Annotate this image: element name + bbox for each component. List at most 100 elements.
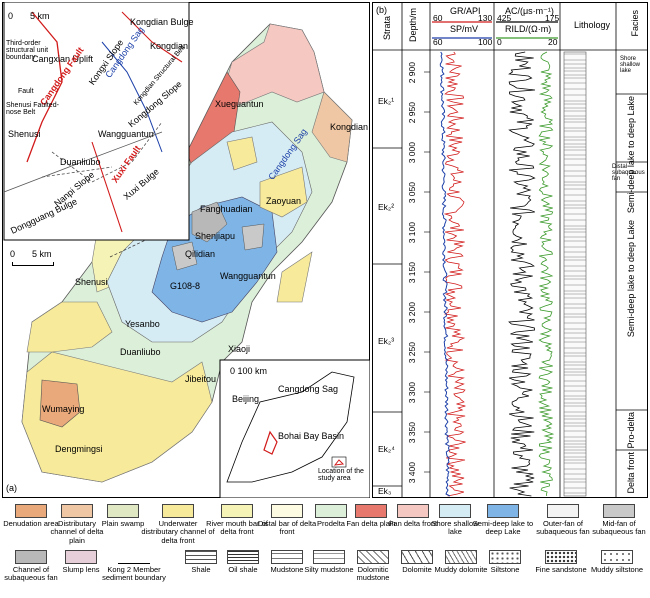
place-label: Wumaying — [42, 404, 85, 414]
legend-muddy-siltstone: Muddy siltstone — [586, 550, 648, 574]
legend-label: Muddy siltstone — [590, 565, 644, 574]
legend-label: Shore shallow lake — [431, 519, 479, 537]
place-label: Kongdian — [330, 122, 369, 132]
legend-distributary-channel: Distributary channel of delta plain — [46, 504, 108, 545]
legend-label: Mid-fan of subaqueous fan — [592, 519, 646, 537]
depth-tick: 3 000 — [407, 142, 417, 164]
legend-shore-shallow-lake: Shore shallow lake — [424, 504, 486, 537]
sp-min: 60 — [433, 37, 443, 47]
depth-tick: 3 250 — [407, 342, 417, 364]
legend-label: Siltstone — [490, 565, 520, 574]
legend-label: Dolomitic mudstone — [356, 565, 390, 583]
legend-shale: Shale — [170, 550, 232, 574]
legend-label: Mudstone — [270, 565, 304, 574]
place-label: Jibeitou — [185, 374, 217, 384]
facies-label: Semi-deep lake to deep Lake — [626, 96, 636, 214]
rild-header: RILD/(Ω·m) — [505, 24, 552, 34]
legend-kong2-boundary: Kong 2 Member sediment boundary — [98, 550, 170, 583]
legend-denudation-area: Denudation area — [0, 504, 62, 528]
gr-header: GR/API — [450, 6, 481, 16]
panel-b-frame — [372, 2, 648, 498]
strata-label: Ek₂¹ — [378, 96, 395, 106]
depth-tick: 3 100 — [407, 222, 417, 244]
legend-swatch — [271, 550, 303, 564]
depth-tick: 3 150 — [407, 262, 417, 284]
legend-label: Kong 2 Member sediment boundary — [102, 565, 166, 583]
depth-tick: 3 050 — [407, 182, 417, 204]
legend: Denudation area Distributary channel of … — [0, 500, 650, 598]
legend-swatch — [315, 504, 347, 518]
legend-label: Underwater distributary channel of delta… — [141, 519, 215, 545]
strata-label: Ek₂² — [378, 202, 395, 212]
place-label: Shenusi — [75, 277, 108, 287]
place-label: Zaoyuan — [266, 196, 302, 206]
legend-label: Denudation area — [3, 519, 59, 528]
legend-river-mouth-bar: River mouth bar of delta front — [206, 504, 268, 537]
legend-slump-lens: Slump lens — [50, 550, 112, 574]
legend-swatch — [15, 504, 47, 518]
paleogeography-map — [3, 2, 370, 498]
locator-legend: Location of the study area — [318, 468, 364, 482]
map-scale: 5 km — [32, 249, 52, 259]
legend-mudstone: Mudstone — [256, 550, 318, 574]
unit-label: Duanliubo — [60, 157, 101, 167]
legend-mid-fan: Mid-fan of subaqueous fan — [588, 504, 650, 537]
map-scale-zero: 0 — [10, 249, 16, 259]
depth-tick: 2 900 — [407, 62, 417, 84]
legend-plain-swamp: Plain swamp — [92, 504, 154, 528]
legend-swatch — [227, 550, 259, 564]
strata-label: Ek₂⁴ — [378, 444, 395, 454]
legend-swatch — [65, 550, 97, 564]
legend-swatch — [445, 550, 477, 564]
legend-swatch — [271, 504, 303, 518]
gr-max: 130 — [478, 13, 493, 23]
ac-header: AC/(μs·m⁻¹) — [505, 6, 554, 16]
legend-distal-bar: Distal bar of delta front — [256, 504, 318, 537]
unit-label: Shenusi — [8, 129, 41, 139]
place-label: Dengmingsi — [55, 444, 103, 454]
legend-label: Outer-fan of subaqueous fan — [536, 519, 590, 537]
legend-swatch — [162, 504, 194, 518]
legend-semi-deep-lake: Semi-deep lake to deep Lake — [472, 504, 534, 537]
legend-underwater-channel: Underwater distributary channel of delta… — [140, 504, 216, 545]
legend-swatch — [545, 550, 577, 564]
unit-label: Shenusi Faulted-nose Belt — [6, 102, 59, 116]
rild-max: 20 — [548, 37, 558, 47]
legend-swatch — [487, 504, 519, 518]
place-label: Wangguantun — [220, 271, 276, 281]
depth-tick: 3 350 — [407, 422, 417, 444]
legend-label: Semi-deep lake to deep Lake — [472, 519, 534, 537]
legend-swatch — [118, 550, 150, 564]
place-label: Qilidian — [185, 249, 216, 259]
legend-swatch — [313, 550, 345, 564]
inset-scale-zero: 0 — [8, 11, 14, 21]
legend-swatch — [439, 504, 471, 518]
legend-swatch — [357, 550, 389, 564]
legend-oil-shale: Oil shale — [212, 550, 274, 574]
legend-label: River mouth bar of delta front — [206, 519, 268, 537]
legend-label: Slump lens — [62, 565, 100, 574]
legend-swatch — [603, 504, 635, 518]
legend-label: Distributary channel of delta plain — [50, 519, 104, 545]
place-label: G108-8 — [170, 281, 201, 291]
legend-label: Silty mudstone — [304, 565, 354, 574]
legend-channel-subaqueous-fan: Channel of subaqueous fan — [0, 550, 62, 583]
legend-label: Plain swamp — [101, 519, 145, 528]
legend-muddy-dolomite: Muddy dolomite — [430, 550, 492, 574]
locator-place: Cangdong Sag — [278, 384, 339, 394]
unit-label: Kongdian — [150, 41, 189, 51]
well-log-chart — [372, 2, 648, 498]
panel-b-label: (b) — [376, 5, 387, 15]
legend-label: Dolomite — [402, 565, 432, 574]
place-label: Fanghuadian — [200, 204, 253, 214]
locator-place: Bohai Bay Basin — [278, 431, 345, 441]
legend-swatch — [397, 504, 429, 518]
legend-swatch — [107, 504, 139, 518]
strata-label: Ek₃ — [378, 486, 392, 496]
legend-swatch — [489, 550, 521, 564]
legend-label: Prodelta — [317, 519, 345, 528]
legend-swatch — [15, 550, 47, 564]
legend-label: Muddy dolomite — [434, 565, 488, 574]
legend-swatch — [601, 550, 633, 564]
legend-silty-mudstone: Silty mudstone — [298, 550, 360, 574]
